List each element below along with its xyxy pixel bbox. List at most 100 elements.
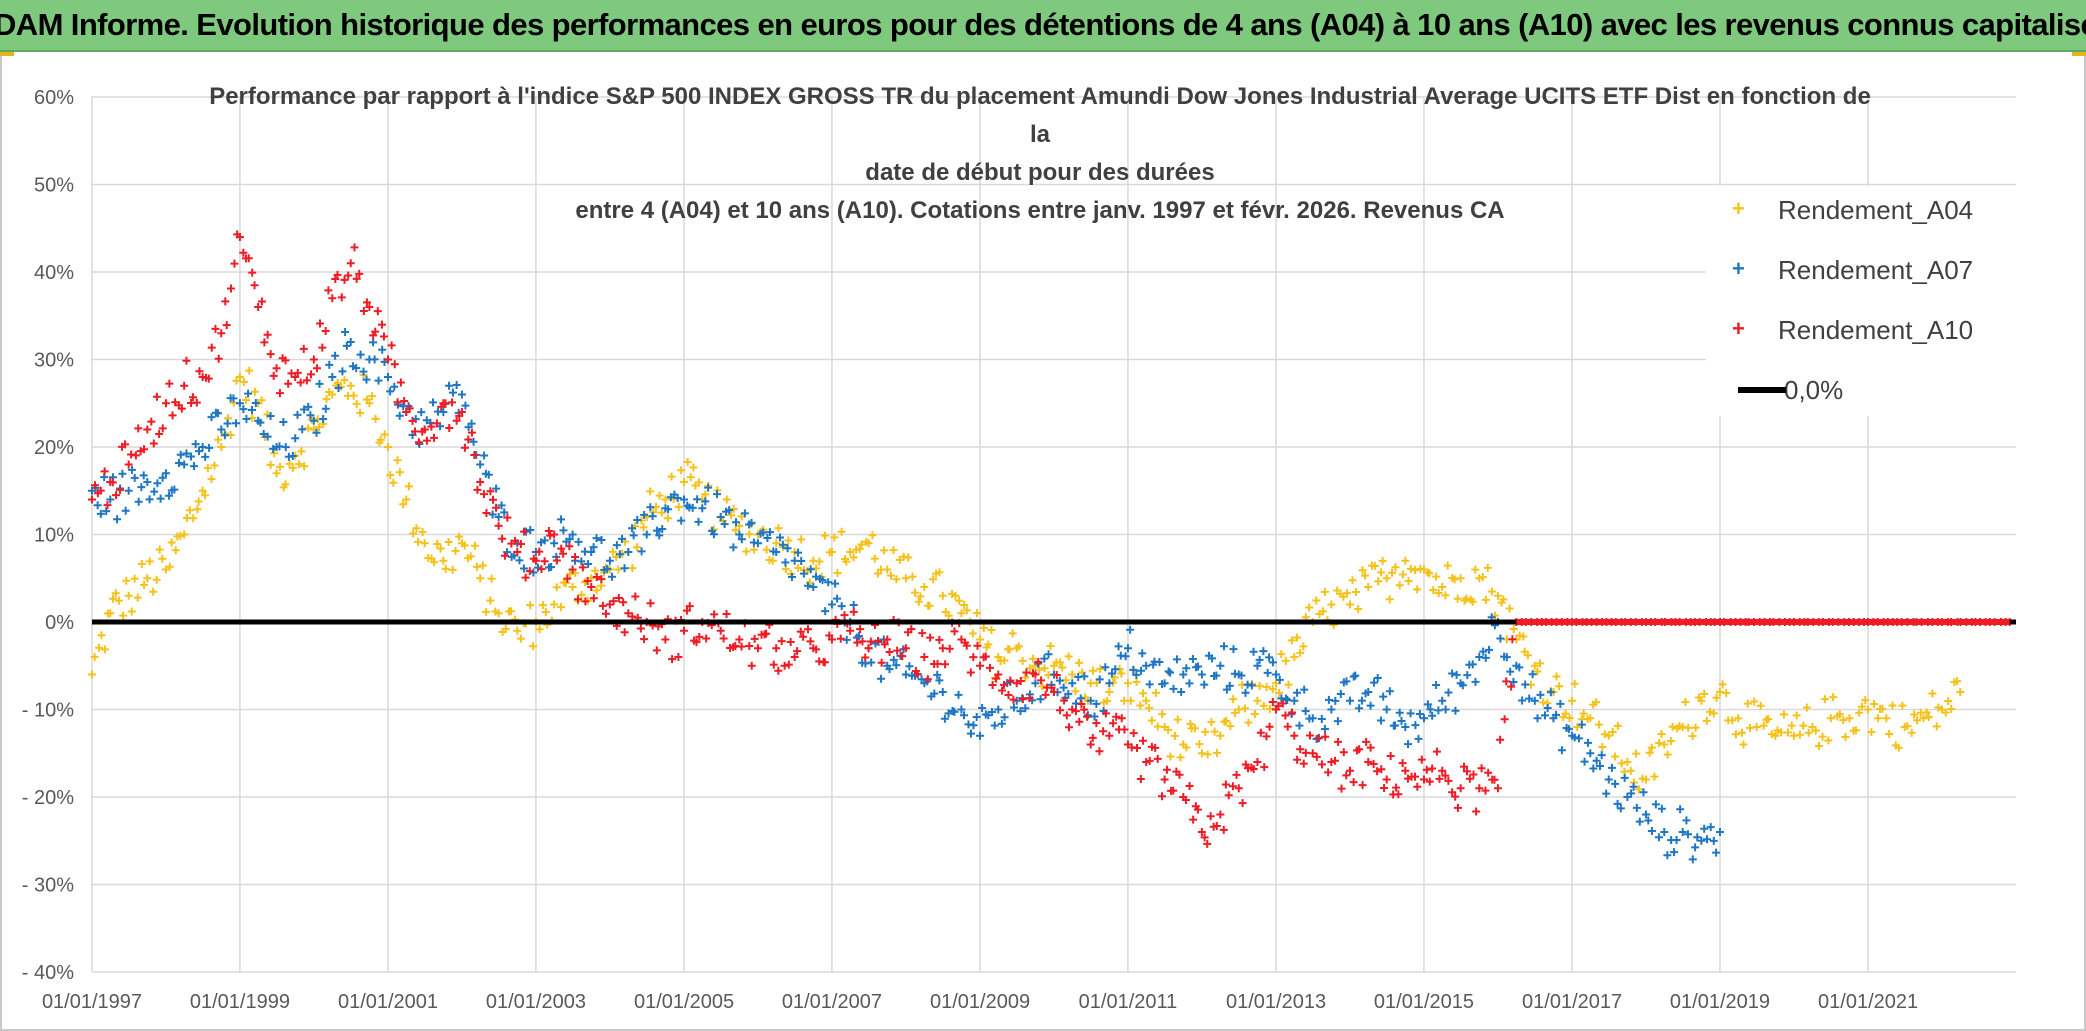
legend-label-a10: Rendement_A10 (1778, 314, 1974, 345)
data-point-rendement-a07 (1502, 653, 1511, 662)
data-point-rendement-a07 (1064, 689, 1073, 698)
y-tick-label: - 30% (22, 875, 74, 897)
data-point-rendement-a04 (272, 469, 281, 478)
data-point-rendement-a07 (429, 398, 438, 407)
data-point-rendement-a07 (1444, 688, 1453, 697)
data-point-rendement-a10 (793, 647, 802, 656)
data-point-rendement-a07 (1406, 709, 1415, 718)
data-point-rendement-a10 (774, 666, 783, 675)
data-point-rendement-a10 (272, 364, 281, 373)
data-point-rendement-a10 (250, 281, 259, 290)
data-point-rendement-a04 (1592, 698, 1601, 707)
data-point-rendement-a04 (1432, 572, 1441, 581)
data-point-rendement-a04 (1756, 701, 1765, 710)
data-point-rendement-a10 (1221, 780, 1230, 789)
data-point-rendement-a04 (1299, 642, 1308, 651)
data-point-rendement-a04 (1425, 569, 1434, 578)
data-point-rendement-a10 (1262, 732, 1271, 741)
data-point-rendement-a10 (1419, 775, 1428, 784)
data-point-rendement-a04 (1441, 591, 1450, 600)
data-point-rendement-a04 (701, 490, 710, 499)
data-point-rendement-a10 (346, 259, 355, 268)
data-point-rendement-a10 (790, 653, 799, 661)
data-point-rendement-a04 (1352, 588, 1361, 597)
data-point-rendement-a07 (1126, 625, 1135, 634)
data-point-rendement-a07 (158, 473, 167, 482)
data-point-rendement-a07 (1546, 688, 1555, 697)
data-point-rendement-a10 (520, 527, 529, 536)
legend-item-zero: 0,0% (1706, 370, 1843, 410)
data-point-rendement-a10 (563, 574, 572, 583)
data-point-rendement-a10 (1160, 775, 1169, 784)
data-point-rendement-a10 (1197, 828, 1206, 836)
data-point-rendement-a04 (592, 586, 601, 595)
data-point-rendement-a04 (904, 553, 913, 562)
data-point-rendement-a10 (820, 658, 829, 667)
data-point-rendement-a07 (749, 538, 758, 547)
data-point-rendement-a10 (1410, 772, 1419, 781)
data-point-rendement-a07 (933, 670, 942, 679)
data-point-rendement-a07 (680, 495, 689, 504)
data-point-rendement-a10 (1133, 743, 1142, 752)
data-point-rendement-a10 (263, 330, 272, 339)
data-point-rendement-a04 (1944, 696, 1953, 705)
data-point-rendement-a04 (1655, 739, 1664, 748)
data-point-rendement-a07 (1172, 655, 1181, 664)
data-point-rendement-a07 (1684, 830, 1692, 839)
data-point-rendement-a04 (100, 645, 109, 654)
data-point-rendement-a07 (1715, 828, 1724, 836)
data-point-rendement-a04 (1728, 716, 1737, 725)
data-point-rendement-a07 (1592, 756, 1601, 765)
data-point-rendement-a07 (341, 328, 350, 337)
data-point-rendement-a04 (1195, 740, 1204, 749)
data-point-rendement-a07 (315, 379, 324, 388)
data-point-rendement-a04 (632, 543, 641, 552)
data-point-rendement-a04 (550, 600, 559, 609)
data-point-rendement-a07 (1247, 681, 1256, 690)
data-point-rendement-a04 (686, 473, 695, 482)
data-point-rendement-a10 (1369, 759, 1378, 768)
chart-title: Performance par rapport à l'indice S&P 5… (209, 83, 1871, 224)
data-point-rendement-a04 (1568, 696, 1577, 705)
data-point-rendement-a07 (605, 556, 614, 565)
data-point-rendement-a04 (1647, 743, 1656, 752)
data-point-rendement-a07 (1471, 677, 1480, 686)
data-point-rendement-a07 (769, 547, 778, 556)
data-point-rendement-a10 (337, 293, 346, 302)
data-point-rendement-a10 (877, 658, 886, 667)
data-point-rendement-a04 (1443, 561, 1452, 570)
x-tick-label: 01/01/2001 (338, 991, 438, 1013)
legend-marker-zero (1706, 370, 1786, 410)
data-point-rendement-a04 (557, 603, 566, 612)
data-point-rendement-a10 (988, 681, 997, 690)
data-point-rendement-a04 (968, 629, 977, 638)
data-point-rendement-a10 (1274, 701, 1283, 710)
data-point-rendement-a07 (1604, 775, 1613, 784)
data-point-rendement-a07 (1485, 645, 1494, 654)
data-point-rendement-a07 (969, 721, 978, 730)
data-point-rendement-a04 (1212, 748, 1221, 757)
data-point-rendement-a04 (137, 559, 146, 568)
data-point-rendement-a07 (161, 469, 170, 478)
data-point-rendement-a04 (608, 547, 617, 556)
data-point-rendement-a04 (729, 504, 738, 513)
data-point-rendement-a07 (1086, 696, 1095, 705)
data-point-rendement-a07 (577, 557, 586, 566)
data-point-rendement-a04 (198, 486, 207, 495)
data-point-rendement-a04 (384, 443, 393, 451)
data-point-rendement-a04 (322, 395, 331, 404)
data-point-rendement-a04 (207, 475, 216, 484)
data-point-rendement-a04 (1293, 633, 1302, 642)
data-point-rendement-a10 (1337, 784, 1346, 793)
data-point-rendement-a07 (1090, 712, 1099, 721)
data-point-rendement-a04 (145, 557, 154, 566)
data-point-rendement-a10 (589, 594, 598, 603)
data-point-rendement-a10 (309, 355, 318, 364)
data-point-rendement-a07 (334, 383, 343, 392)
data-point-rendement-a10 (1265, 722, 1274, 731)
data-point-rendement-a04 (794, 563, 803, 572)
data-point-rendement-a04 (1777, 728, 1786, 737)
data-point-rendement-a07 (1059, 683, 1068, 692)
data-point-rendement-a07 (1068, 679, 1077, 688)
data-point-rendement-a04 (1201, 727, 1210, 736)
